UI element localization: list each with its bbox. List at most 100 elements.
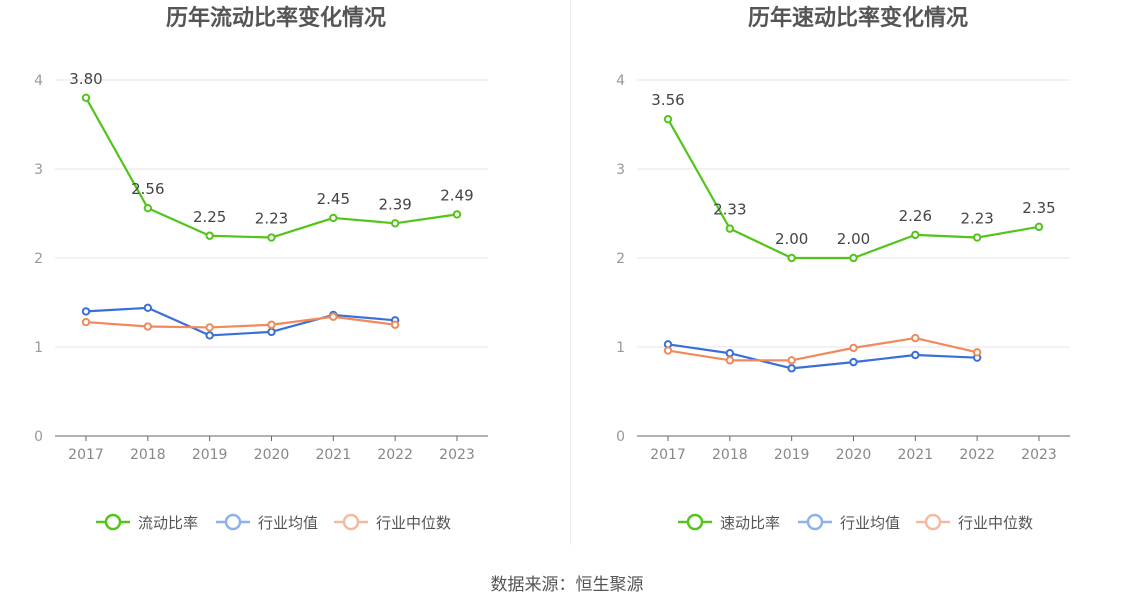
data-label: 2.45 [317,190,350,208]
data-source-note: 数据来源：恒生聚源 [490,575,644,595]
data-point [787,364,796,373]
y-tick-label: 3 [616,162,625,178]
data-label: 3.80 [69,70,102,88]
legend-label: 行业中位数 [376,514,451,532]
y-tick-label: 0 [34,429,43,445]
data-label: 2.00 [775,230,808,248]
series-line-avg [85,306,396,337]
data-point [267,320,276,329]
data-point [205,231,214,240]
data-point [267,233,276,242]
data-point [81,307,91,316]
y-tick-label: 4 [616,73,625,89]
chart-divider [570,0,571,545]
legend-marker [224,513,242,531]
quick-ratio-chart: 历年速动比率变化情况 0 1 2 3 4 2017 2018 2019 2020 2021 2022 2… [616,5,1070,532]
legend-item: 流动比率 [96,513,198,532]
data-point [849,357,858,367]
current-ratio-chart: 历年流动比率变化情况 0 1 2 3 4 2017 2018 2019 2020 2021 2022 2… [34,5,488,532]
data-point [725,224,735,233]
legend-marker [924,513,942,531]
y-tick-label: 0 [616,429,625,445]
data-point [849,253,858,263]
series-line-avg [667,343,978,370]
x-tick-label: 2017 [68,447,104,463]
legend-item: 行业中位数 [916,513,1033,532]
y-tick-label: 3 [34,162,43,178]
data-point [143,203,153,213]
series-primary: 3.80 2.56 2.25 2.23 2.45 2.39 2.49 [69,70,474,242]
data-point [267,327,276,337]
data-point [911,230,920,240]
data-point [725,349,735,358]
data-label: 2.23 [960,210,993,228]
legend-item: 行业中位数 [334,513,451,532]
x-tick-label: 2022 [377,447,413,463]
x-tick-label: 2020 [836,447,872,463]
x-tick-label: 2021 [315,447,351,463]
data-label: 2.35 [1022,199,1055,217]
legend-marker [342,513,360,531]
legend-item: 速动比率 [678,513,780,532]
series-median [663,333,982,365]
legend-marker [806,513,824,531]
x-tick-label: 2019 [192,447,228,463]
legend-item: 行业均值 [216,513,318,532]
chart-title: 历年速动比率变化情况 [748,5,968,31]
data-label: 2.23 [255,210,288,228]
data-label: 2.25 [193,208,226,226]
legend-label: 流动比率 [138,514,198,532]
data-point [663,114,673,124]
data-point [787,253,796,263]
x-tick-label: 2020 [254,447,290,463]
x-tick-label: 2023 [439,447,475,463]
y-tick-label: 2 [616,251,625,267]
series-avg [81,303,400,340]
x-tick-label: 2018 [712,447,748,463]
data-point [972,348,982,357]
legend: 流动比率 行业均值 行业中位数 [96,513,451,532]
data-point [143,322,153,331]
data-point [663,346,673,355]
series-line-median [667,337,978,362]
legend-marker [104,513,122,531]
data-label: 2.33 [713,201,746,219]
x-tick-label: 2017 [650,447,686,463]
data-point [81,317,91,327]
data-point [329,312,338,321]
data-point [849,343,858,353]
x-tick-label: 2018 [130,447,166,463]
x-tick-label: 2019 [774,447,810,463]
data-point [205,331,214,340]
data-label: 2.00 [837,230,870,248]
chart-title: 历年流动比率变化情况 [166,5,386,31]
legend-label: 行业均值 [840,514,900,532]
data-point [205,323,214,332]
data-point [390,219,400,228]
series-avg [663,340,982,373]
x-tick-label: 2023 [1021,447,1057,463]
series-line-median [85,315,396,329]
data-label: 2.56 [131,180,164,198]
legend-marker [686,513,704,531]
series-median [81,312,400,332]
legend-label: 行业均值 [258,514,318,532]
legend: 速动比率 行业均值 行业中位数 [678,513,1033,532]
data-label: 2.39 [378,195,411,213]
data-point [787,356,796,365]
data-label: 2.26 [899,207,932,225]
data-point [81,93,91,103]
data-point [329,213,338,223]
data-point [911,333,920,343]
data-point [452,210,462,219]
legend-label: 速动比率 [720,514,780,532]
x-tick-label: 2022 [959,447,995,463]
data-label: 2.49 [440,186,473,204]
y-tick-label: 1 [616,340,625,356]
legend-item: 行业均值 [798,513,900,532]
y-tick-label: 1 [34,340,43,356]
data-point [911,350,920,360]
data-point [1034,222,1044,232]
data-point [390,320,400,329]
